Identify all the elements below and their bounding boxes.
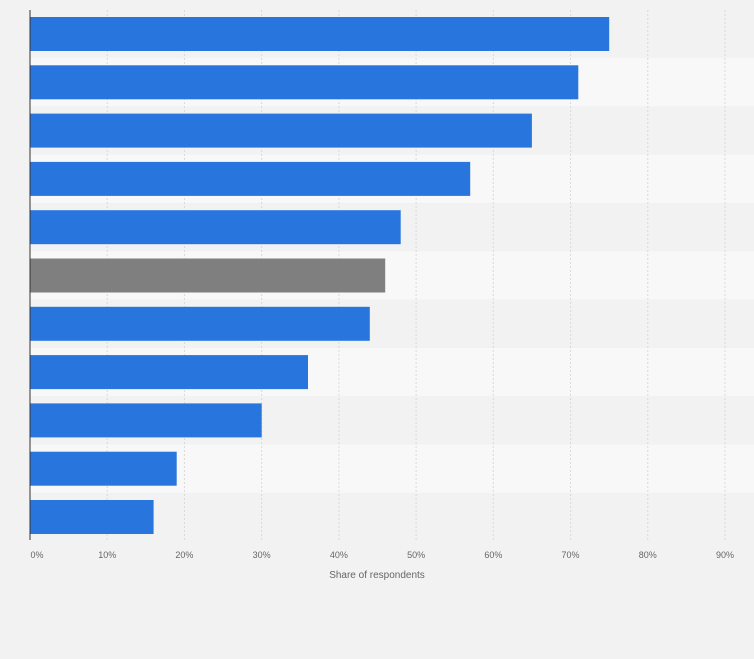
x-tick-label: 90%	[716, 550, 734, 560]
bar	[30, 161, 471, 196]
bar	[30, 258, 386, 293]
bars	[30, 17, 610, 534]
bar	[30, 355, 308, 390]
x-tick-labels: 0% 10% 20% 30% 40% 50% 60% 70% 80% 90%	[30, 550, 734, 560]
bar	[30, 65, 579, 100]
x-tick-label: 30%	[253, 550, 271, 560]
x-tick-label: 40%	[330, 550, 348, 560]
x-axis-title: Share of respondents	[329, 570, 425, 581]
x-tick-label: 50%	[407, 550, 425, 560]
bar	[30, 403, 262, 438]
bar	[30, 210, 401, 245]
x-tick-label: 20%	[175, 550, 193, 560]
x-tick-label: 70%	[562, 550, 580, 560]
x-tick-label: 80%	[639, 550, 657, 560]
bar	[30, 17, 610, 51]
x-tick-label: 10%	[98, 550, 116, 560]
x-tick-label: 0%	[30, 550, 43, 560]
bar	[30, 113, 532, 148]
bar	[30, 500, 154, 534]
x-tick-label: 60%	[484, 550, 502, 560]
bar	[30, 451, 177, 486]
bar	[30, 306, 370, 341]
